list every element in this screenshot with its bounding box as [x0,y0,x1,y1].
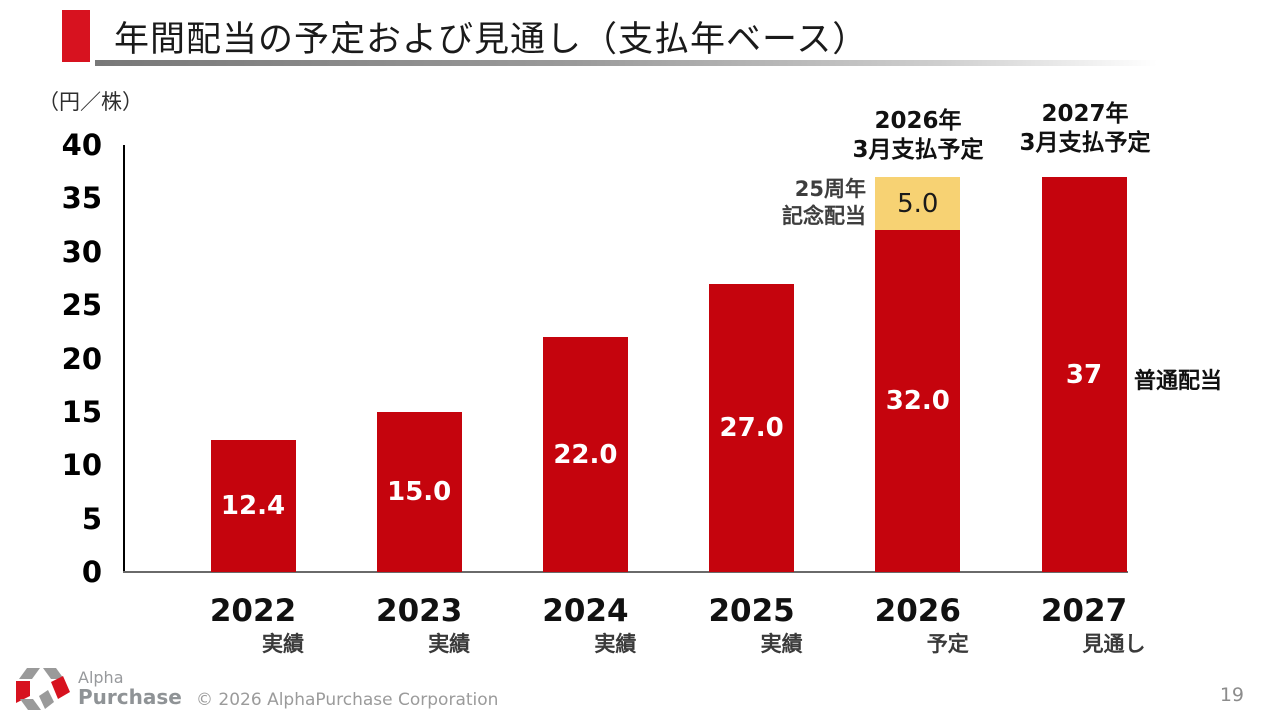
bar-value-label: 15.0 [387,476,452,507]
y-tick-label: 15 [61,394,102,429]
axis-unit-label: （円／株） [38,90,143,114]
bar-ordinary-dividend: 32.0 [875,230,961,572]
bar-value-label: 27.0 [719,412,784,443]
logo-text-alpha: Alpha [78,668,124,687]
annotation-line: 3月支払予定 [1019,130,1151,156]
y-tick-label: 25 [61,288,102,323]
category-year-label: 2022 [209,593,297,629]
bar-anniversary-dividend: 5.0 [875,177,961,231]
category-year-label: 2024 [542,593,629,629]
y-tick-label: 40 [61,128,102,162]
annotation-line: 25周年 [794,177,866,201]
category-sub-label: 実績 [760,632,803,656]
alphapurchase-logo-icon [16,668,70,710]
annotation-line: 2027年 [1041,101,1129,127]
annotation-line: 2026年 [874,108,962,134]
x-axis-line [123,571,1128,573]
category-sub-label: 実績 [594,632,637,656]
annotation-ordinary-dividend: 普通配当 [1134,369,1223,394]
annotation-anniversary-dividend: 25周年 記念配当 [726,176,866,230]
y-tick-label: 5 [81,501,102,536]
category-year-label: 2026 [874,593,961,629]
bar-value-label: 12.4 [220,490,286,521]
copyright-text: © 2026 AlphaPurchase Corporation [196,690,499,710]
bar-ordinary-dividend: 27.0 [709,283,795,572]
annotation-line: 記念配当 [782,204,866,228]
bar-value-label: 37 [1065,359,1103,390]
category-year-label: 2027 [1040,593,1128,629]
category-sub-label: 実績 [428,632,471,656]
page-title: 年間配当の予定および見通し（支払年ベース） [114,20,869,60]
category-sub-label: 見通し [1082,632,1146,656]
bar-ordinary-dividend: 15.0 [376,411,462,572]
y-tick-label: 10 [61,448,102,483]
annotation-2026-payment: 2026年 3月支払予定 [808,107,1028,165]
title-accent-bar [62,10,90,62]
bar-ordinary-dividend: 12.4 [210,439,296,572]
bar-value-label: 22.0 [553,439,618,470]
bar-value-label: 32.0 [885,386,950,417]
y-tick-label: 0 [81,555,102,589]
category-sub-label: 実績 [262,632,304,656]
special-segment-value-label: 5.0 [897,188,939,219]
y-tick-label: 35 [61,181,102,216]
y-tick-label: 30 [61,234,102,269]
annotation-line: 3月支払予定 [852,137,984,163]
page-number: 19 [1219,684,1244,706]
bar-ordinary-dividend: 37 [1041,177,1127,572]
title-underline [95,60,1157,66]
logo-text-purchase: Purchase [78,685,182,709]
y-tick-label: 20 [61,341,102,376]
y-axis-line [123,145,125,573]
annotation-2027-payment: 2027年 3月支払予定 [975,100,1195,158]
category-year-label: 2023 [376,593,463,629]
category-year-label: 2025 [708,593,795,629]
category-sub-label: 予定 [926,632,969,656]
bar-ordinary-dividend: 22.0 [542,337,628,572]
